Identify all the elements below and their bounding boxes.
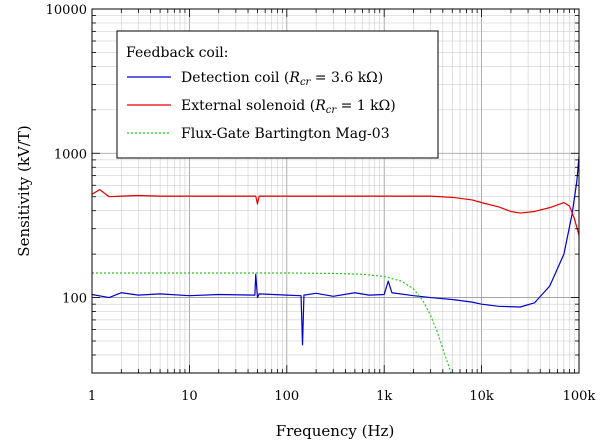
x-tick-label: 1k xyxy=(376,389,392,404)
legend-title: Feedback coil: xyxy=(126,45,229,61)
x-tick-label: 10 xyxy=(181,389,198,404)
legend: Feedback coil: Detection coil (Rcr = 3.6… xyxy=(116,30,439,159)
legend-label-2: External solenoid (Rcr = 1 kΩ) xyxy=(181,98,396,116)
legend-box xyxy=(116,30,439,159)
legend-entries: Detection coil (Rcr = 3.6 kΩ) External so… xyxy=(127,70,396,142)
x-tick-label: 1 xyxy=(88,389,96,404)
x-tick-label: 100k xyxy=(563,389,596,404)
y-tick-label: 10000 xyxy=(46,3,87,18)
plot-frame xyxy=(91,8,580,374)
x-tick-label: 100 xyxy=(274,389,299,404)
axis-ticks xyxy=(92,9,579,373)
x-tick-label: 10k xyxy=(469,389,494,404)
series-line-2 xyxy=(92,189,579,236)
y-tick-label: 1000 xyxy=(54,147,87,162)
tick-labels: 1 10 100 1k 10k 100k 100 1000 10000 xyxy=(46,3,596,404)
series-line-3 xyxy=(92,272,452,373)
y-axis-title: Sensitivity (kV/T) xyxy=(15,125,33,256)
x-axis-title: Frequency (Hz) xyxy=(276,422,395,440)
series-line-1 xyxy=(92,156,579,346)
y-tick-label: 100 xyxy=(62,292,87,307)
legend-label-3: Flux-Gate Bartington Mag-03 xyxy=(181,126,390,142)
legend-label-1: Detection coil (Rcr = 3.6 kΩ) xyxy=(181,70,383,88)
series-layer xyxy=(92,156,579,373)
